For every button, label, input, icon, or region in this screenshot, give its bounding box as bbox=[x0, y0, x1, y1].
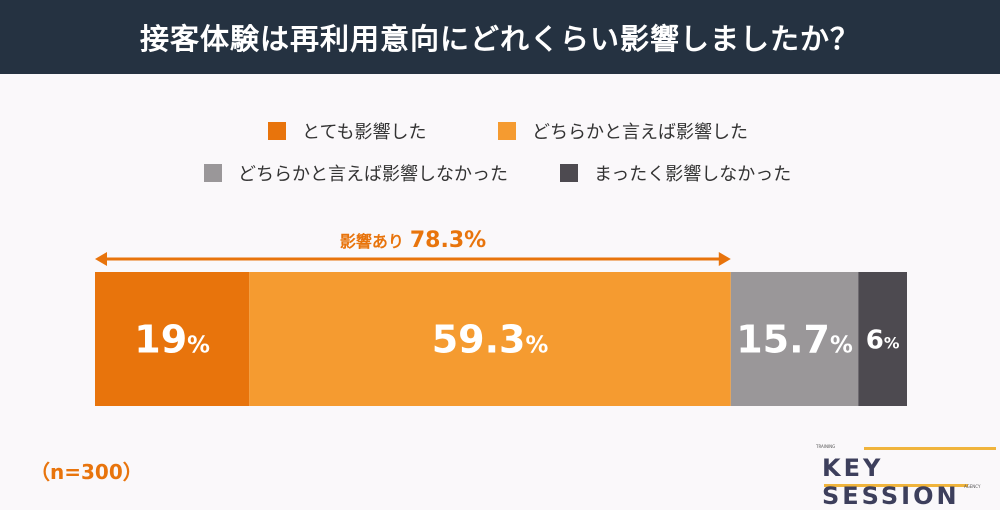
legend-item: どちらかと言えば影響した bbox=[498, 118, 748, 144]
arrow-right-icon bbox=[718, 252, 731, 266]
legend-item: まったく影響しなかった bbox=[560, 160, 791, 186]
legend-label: まったく影響しなかった bbox=[594, 164, 792, 185]
legend-swatch bbox=[204, 164, 222, 182]
bar-segment bbox=[95, 272, 250, 406]
annotation-value: 78.3% bbox=[409, 228, 487, 253]
bar-segment bbox=[858, 272, 907, 406]
annotation: 影響あり 78.3% bbox=[95, 228, 731, 253]
arrow-left-icon bbox=[95, 252, 107, 266]
bar-segment bbox=[249, 272, 731, 406]
legend-label: どちらかと言えば影響した bbox=[532, 122, 748, 143]
legend-swatch bbox=[560, 164, 578, 182]
legend-swatch bbox=[268, 122, 286, 140]
legend-label: とても影響した bbox=[302, 122, 427, 143]
legend-item: どちらかと言えば影響しなかった bbox=[204, 160, 508, 186]
annotation-label: 影響あり bbox=[339, 232, 404, 251]
chart-title: 接客体験は再利用意向にどれくらい影響しましたか？ bbox=[0, 0, 1000, 74]
bar-segment bbox=[730, 272, 859, 406]
legend-swatch bbox=[498, 122, 516, 140]
key-session-logo: TRAINING KEY SESSION AGENCY bbox=[812, 442, 996, 510]
legend-label: どちらかと言えば影響しなかった bbox=[238, 164, 508, 185]
sample-size-note: （n=300） bbox=[30, 460, 143, 484]
legend-item: とても影響した bbox=[268, 118, 427, 144]
